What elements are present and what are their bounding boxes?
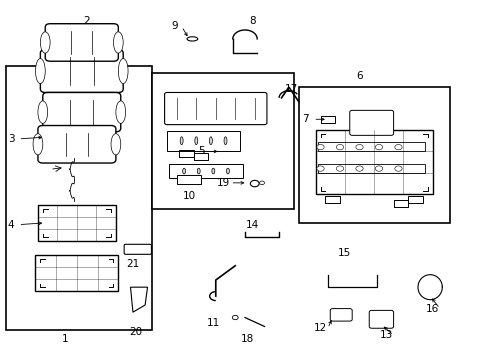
Ellipse shape: [33, 134, 43, 155]
FancyBboxPatch shape: [369, 310, 393, 328]
Bar: [35, 255, 118, 291]
Ellipse shape: [260, 181, 265, 185]
Text: 15: 15: [338, 248, 351, 258]
Ellipse shape: [356, 144, 363, 150]
Ellipse shape: [195, 137, 198, 145]
Text: 6: 6: [356, 71, 363, 81]
Bar: [170, 164, 243, 178]
Ellipse shape: [40, 32, 50, 53]
FancyBboxPatch shape: [45, 24, 118, 61]
Bar: [316, 130, 433, 194]
Bar: [318, 164, 425, 173]
Ellipse shape: [336, 166, 343, 171]
Text: 10: 10: [182, 191, 196, 201]
Text: 19: 19: [217, 178, 230, 188]
Text: 1: 1: [61, 334, 68, 344]
Text: 11: 11: [207, 318, 220, 328]
FancyBboxPatch shape: [40, 50, 123, 93]
Ellipse shape: [111, 134, 121, 155]
Bar: [298, 87, 450, 223]
Ellipse shape: [317, 166, 324, 171]
Bar: [38, 205, 116, 241]
Ellipse shape: [317, 144, 324, 150]
Ellipse shape: [395, 166, 402, 171]
Ellipse shape: [375, 144, 383, 150]
FancyBboxPatch shape: [43, 93, 121, 132]
Polygon shape: [130, 287, 147, 312]
Ellipse shape: [197, 168, 200, 174]
Text: 12: 12: [314, 323, 327, 333]
FancyBboxPatch shape: [124, 244, 151, 254]
Ellipse shape: [224, 137, 227, 145]
Text: 4: 4: [8, 220, 14, 230]
Text: 9: 9: [171, 21, 178, 31]
Ellipse shape: [180, 137, 183, 145]
Text: 13: 13: [380, 330, 393, 341]
Ellipse shape: [209, 137, 212, 145]
Ellipse shape: [183, 168, 186, 174]
Text: 7: 7: [303, 114, 309, 124]
Bar: [152, 73, 294, 208]
FancyBboxPatch shape: [165, 93, 267, 125]
Ellipse shape: [38, 101, 48, 123]
Bar: [177, 175, 201, 184]
Text: 17: 17: [285, 84, 298, 94]
FancyBboxPatch shape: [330, 309, 352, 321]
Ellipse shape: [395, 144, 402, 150]
Ellipse shape: [250, 180, 259, 187]
Text: 18: 18: [241, 334, 254, 344]
Ellipse shape: [35, 59, 45, 84]
Ellipse shape: [187, 37, 198, 41]
Ellipse shape: [118, 59, 128, 84]
Ellipse shape: [336, 144, 343, 150]
Text: 21: 21: [126, 259, 140, 269]
Ellipse shape: [116, 101, 125, 123]
FancyBboxPatch shape: [350, 111, 393, 135]
Ellipse shape: [356, 166, 363, 171]
Ellipse shape: [212, 168, 215, 174]
Text: 3: 3: [8, 134, 14, 144]
Bar: [6, 66, 152, 330]
Ellipse shape: [232, 315, 238, 320]
Text: 2: 2: [83, 16, 90, 26]
Text: 20: 20: [129, 327, 142, 337]
Ellipse shape: [375, 166, 383, 171]
Text: 8: 8: [249, 16, 256, 26]
Text: 16: 16: [426, 303, 439, 314]
FancyBboxPatch shape: [38, 126, 116, 163]
Text: 5: 5: [198, 147, 204, 157]
Ellipse shape: [114, 32, 123, 53]
Bar: [167, 131, 240, 150]
Ellipse shape: [226, 168, 229, 174]
Text: 14: 14: [245, 220, 259, 230]
Bar: [318, 143, 425, 152]
